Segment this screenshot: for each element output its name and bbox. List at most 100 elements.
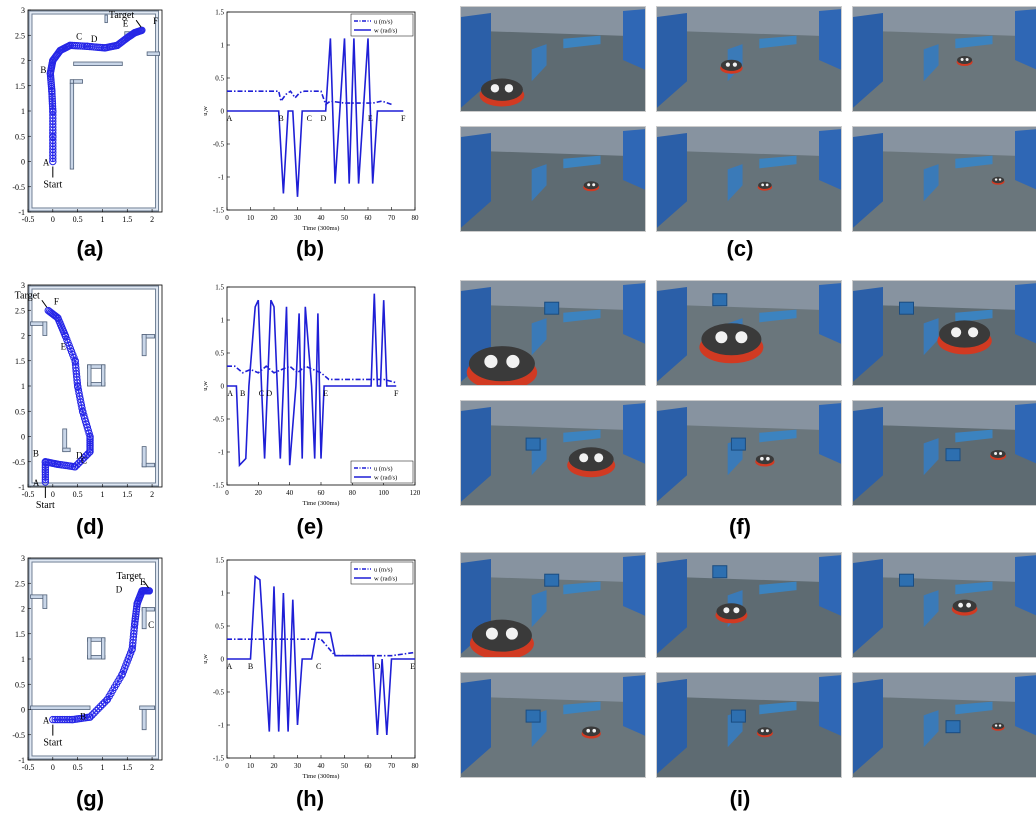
blue-partition bbox=[461, 133, 491, 228]
trajectory-point bbox=[131, 619, 139, 628]
waypoint-label: A bbox=[43, 716, 50, 726]
waypoint-label: B bbox=[33, 449, 39, 459]
blue-box-obstacle bbox=[544, 573, 560, 587]
trajectory-point bbox=[132, 610, 140, 618]
blue-partition bbox=[563, 581, 601, 595]
y-tick-label: -1.5 bbox=[213, 482, 225, 490]
robot-marker bbox=[504, 84, 514, 93]
robot-marker bbox=[766, 456, 770, 461]
waypoint-label: F bbox=[54, 296, 59, 306]
x-tick-label: -0.5 bbox=[22, 490, 35, 499]
y-tick-label: -1 bbox=[218, 449, 224, 457]
back-wall bbox=[461, 553, 645, 583]
map-panel-g: -0.5 0 0.5 1 1.5 2 -1 -0.5 0 0.5 1 1.5 2 2.5 3 A B C D E Sta… bbox=[0, 548, 170, 788]
trajectory-point bbox=[145, 587, 153, 595]
experiment-photo bbox=[460, 280, 646, 386]
start-label: Start bbox=[43, 180, 62, 191]
blue-partition bbox=[923, 710, 939, 748]
robot-marker bbox=[490, 84, 500, 93]
waypoint-label: A bbox=[33, 478, 40, 488]
x-tick-label: 60 bbox=[318, 489, 326, 497]
blue-partition bbox=[759, 581, 797, 595]
waypoint-label: D bbox=[91, 34, 98, 44]
blue-partition bbox=[759, 35, 797, 49]
blue-partition bbox=[727, 164, 743, 202]
experiment-photo bbox=[852, 126, 1036, 232]
robot-marker bbox=[505, 627, 518, 640]
blue-partition bbox=[819, 9, 841, 70]
x-tick-label: 80 bbox=[412, 762, 420, 770]
time-point-label: A bbox=[226, 114, 232, 123]
experiment-photo bbox=[656, 552, 842, 658]
time-point-label: F bbox=[394, 389, 399, 398]
experiment-photo bbox=[460, 400, 646, 506]
blue-partition bbox=[853, 559, 883, 654]
x-tick-label: 0.5 bbox=[73, 490, 83, 499]
experiment-photo bbox=[852, 6, 1036, 112]
robot-marker bbox=[579, 453, 589, 463]
map-panel-a: -0.5 0 0.5 1 1.5 2 -1 -0.5 0 0.5 1 1.5 2 2.5 3 A B C D E F St… bbox=[0, 0, 170, 240]
robot-top bbox=[952, 599, 977, 613]
waypoint-label: D bbox=[116, 584, 123, 594]
robot-marker bbox=[484, 354, 498, 369]
trajectory-point bbox=[96, 702, 105, 711]
trajectory-point bbox=[48, 90, 56, 98]
obstacle-wall bbox=[141, 446, 147, 468]
x-tick-label: 1.5 bbox=[122, 763, 132, 772]
photo-scene bbox=[461, 673, 645, 777]
x-tick-label: -0.5 bbox=[22, 215, 35, 224]
trajectory-point bbox=[94, 704, 103, 713]
blue-partition bbox=[853, 287, 883, 382]
robot-marker bbox=[732, 62, 737, 67]
robot-marker bbox=[994, 178, 998, 181]
blue-partition bbox=[1015, 9, 1036, 70]
start-label: Start bbox=[36, 500, 55, 511]
time-point-label: E bbox=[410, 662, 415, 671]
obstacle-wall bbox=[30, 321, 44, 326]
robot-marker bbox=[951, 327, 962, 338]
blue-partition bbox=[461, 679, 491, 774]
velocity-chart-b: 0 10 20 30 40 50 60 70 80 -1.5 -1 -0.5 0 0.5 1 1.5 Time … bbox=[202, 9, 419, 233]
robot-top bbox=[990, 450, 1006, 458]
obstacle-wall bbox=[104, 14, 108, 24]
robot-marker bbox=[998, 178, 1002, 181]
blue-partition bbox=[819, 675, 841, 736]
experiment-photo bbox=[852, 400, 1036, 506]
blue-partition bbox=[657, 13, 687, 108]
y-axis-label: u,w bbox=[202, 654, 209, 664]
photo-scene bbox=[657, 553, 841, 657]
photo-scene bbox=[657, 673, 841, 777]
obstacle-wall bbox=[62, 447, 71, 453]
back-wall bbox=[657, 7, 841, 37]
trajectory-point bbox=[63, 715, 71, 724]
obstacle-wall bbox=[141, 607, 147, 630]
y-tick-label: 1.5 bbox=[215, 284, 224, 292]
blue-partition bbox=[853, 407, 883, 502]
y-axis-label: u,w bbox=[202, 381, 209, 391]
blue-partition bbox=[819, 403, 841, 464]
time-point-label: B bbox=[240, 389, 245, 398]
series-line-u bbox=[227, 638, 416, 657]
time-point-label: F bbox=[401, 114, 406, 123]
x-tick-label: 0.5 bbox=[73, 763, 83, 772]
blue-partition bbox=[531, 590, 547, 628]
y-tick-label: 3 bbox=[21, 281, 25, 290]
experiment-photo bbox=[656, 400, 842, 506]
photo-scene bbox=[461, 127, 645, 231]
trajectory-map-g: -0.5 0 0.5 1 1.5 2-1-0.500.511.522.53A BCDESta… bbox=[12, 554, 163, 772]
blue-partition bbox=[1015, 129, 1036, 190]
trajectory-point bbox=[48, 104, 57, 113]
back-wall bbox=[657, 553, 841, 583]
experiment-photo bbox=[656, 6, 842, 112]
robot-top bbox=[471, 619, 532, 652]
x-tick-label: 10 bbox=[247, 214, 255, 222]
robot-marker bbox=[506, 354, 520, 369]
robot-marker bbox=[733, 607, 740, 614]
photo-scene bbox=[657, 401, 841, 505]
trajectory-point bbox=[48, 92, 56, 101]
x-tick-label: 50 bbox=[341, 214, 349, 222]
x-tick-label: 1.5 bbox=[122, 215, 132, 224]
y-tick-label: 0 bbox=[21, 706, 25, 715]
y-tick-label: 3 bbox=[21, 6, 25, 15]
waypoint-label: E bbox=[140, 577, 146, 587]
